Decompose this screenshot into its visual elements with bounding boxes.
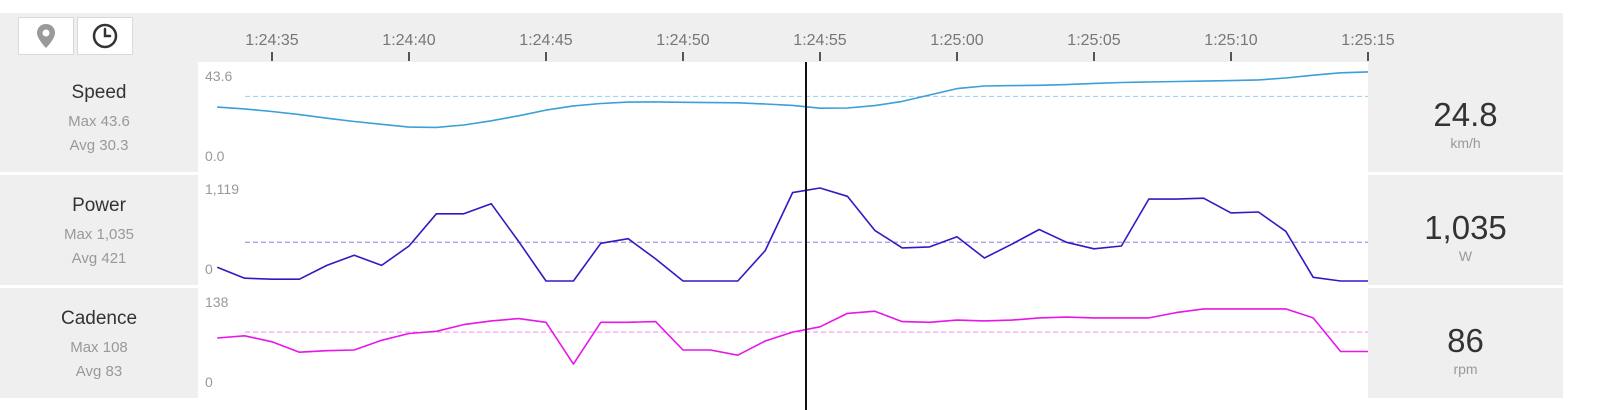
- speed-ymax-label: 43.6: [205, 68, 233, 84]
- time-tick-label: 1:24:55: [793, 32, 847, 49]
- speed-plot[interactable]: 43.6 0.0: [198, 62, 1368, 172]
- time-tick-mark: [408, 52, 410, 61]
- speed-avg: Avg 30.3: [69, 137, 129, 154]
- speed-series-line: [217, 71, 1368, 129]
- cadence-max: Max 108: [70, 339, 128, 356]
- speed-current-value: 24.8: [1433, 96, 1498, 133]
- time-tick-label: 1:25:15: [1341, 32, 1395, 49]
- cadence-title: Cadence: [60, 308, 138, 329]
- power-label-panel: Power Max 1,035 Avg 421: [0, 175, 198, 285]
- power-ymin-label: 0: [205, 261, 213, 277]
- time-tick-label: 1:24:40: [382, 32, 436, 49]
- time-tick-mark: [271, 52, 273, 61]
- cadence-ymin-label: 0: [205, 374, 213, 390]
- time-cursor-line[interactable]: [805, 62, 808, 410]
- cadence-series-line: [217, 308, 1368, 365]
- time-tick-mark: [819, 52, 821, 61]
- power-unit: W: [1458, 248, 1473, 264]
- cadence-row: Cadence Max 108 Avg 83 138 0 86 rpm: [0, 288, 1563, 398]
- cadence-chart-svg: [217, 308, 1368, 365]
- map-pin-icon: [37, 24, 55, 48]
- power-series-line: [216, 187, 1368, 282]
- time-tick-label: 1:25:00: [930, 32, 984, 49]
- timeline-header: 1:24:35 1:24:40 1:24:45 1:24:50 1:24:55 1:25:…: [0, 13, 1563, 62]
- power-ymax-label: 1,119: [205, 181, 239, 197]
- cadence-current-value: 86: [1447, 322, 1484, 359]
- speed-row: Speed Max 43.6 Avg 30.3 43.6 0.0 24.8 km…: [0, 62, 1563, 172]
- speed-title: Speed: [71, 82, 127, 103]
- cadence-unit: rpm: [1453, 361, 1478, 377]
- speed-current-panel: 24.8 km/h: [1368, 62, 1563, 172]
- power-current-value: 1,035: [1424, 209, 1507, 246]
- clock-icon: [92, 23, 118, 49]
- time-view-button[interactable]: [77, 17, 133, 55]
- cadence-avg: Avg 83: [75, 363, 123, 380]
- time-tick-label: 1:24:35: [245, 32, 299, 49]
- time-tick-label: 1:24:50: [656, 32, 710, 49]
- speed-max: Max 43.6: [68, 113, 130, 130]
- time-tick-label: 1:25:10: [1204, 32, 1258, 49]
- power-plot[interactable]: 1,119 0: [198, 175, 1368, 285]
- cadence-plot[interactable]: 138 0: [198, 288, 1368, 398]
- cadence-label-panel: Cadence Max 108 Avg 83: [0, 288, 198, 398]
- speed-label-panel: Speed Max 43.6 Avg 30.3: [0, 62, 198, 172]
- time-tick-mark: [1093, 52, 1095, 61]
- cadence-current-panel: 86 rpm: [1368, 288, 1563, 398]
- power-max: Max 1,035: [63, 226, 135, 243]
- time-tick-mark: [682, 52, 684, 61]
- time-tick-label: 1:25:05: [1067, 32, 1121, 49]
- power-chart-svg: [216, 187, 1368, 282]
- speed-chart-svg: [217, 71, 1368, 129]
- power-row: Power Max 1,035 Avg 421 1,119 0 1,035 W: [0, 175, 1563, 285]
- power-avg: Avg 421: [71, 250, 127, 267]
- time-tick-mark: [1230, 52, 1232, 61]
- cadence-ymax-label: 138: [205, 294, 229, 310]
- map-view-button[interactable]: [18, 17, 74, 55]
- time-tick-label: 1:24:45: [519, 32, 573, 49]
- speed-unit: km/h: [1450, 135, 1481, 151]
- speed-ymin-label: 0.0: [205, 148, 225, 164]
- power-current-panel: 1,035 W: [1368, 175, 1563, 285]
- time-tick-mark: [1367, 52, 1369, 61]
- time-tick-mark: [956, 52, 958, 61]
- power-title: Power: [72, 195, 126, 216]
- time-tick-mark: [545, 52, 547, 61]
